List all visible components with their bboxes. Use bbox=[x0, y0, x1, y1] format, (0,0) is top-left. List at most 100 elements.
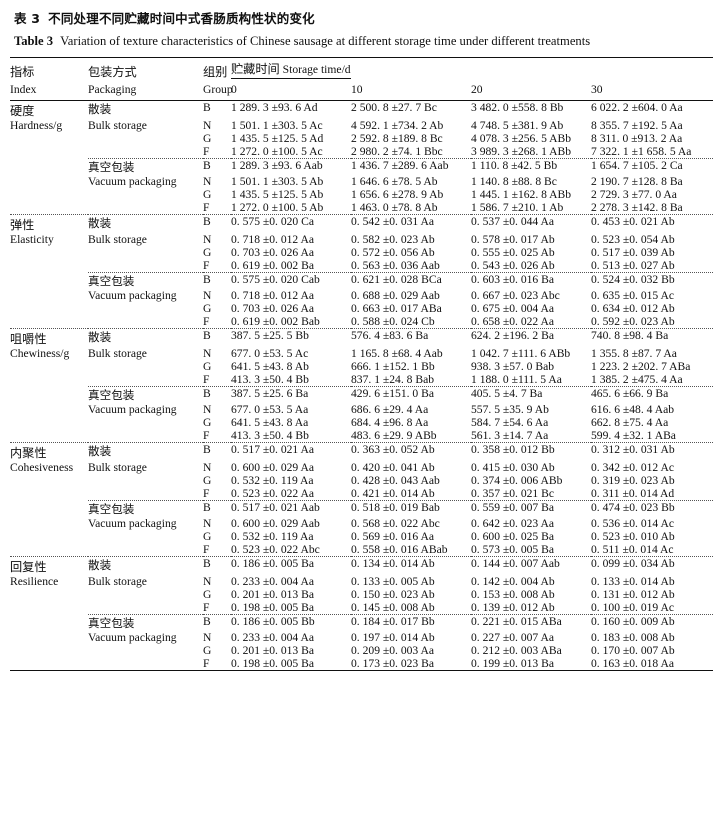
value-day-20: 0. 153 ±0. 008 Ab bbox=[471, 588, 555, 601]
packaging-label-empty bbox=[88, 132, 203, 145]
packaging-label-empty bbox=[88, 644, 203, 657]
group-label: F bbox=[203, 315, 210, 328]
index-label-cn: 咀嚼性 bbox=[10, 328, 88, 347]
table-row: 真空包装 B 1 289. 3 ±93. 6 Aab 1 436. 7 ±289. 6… bbox=[10, 158, 714, 176]
index-label-empty bbox=[10, 474, 88, 487]
index-label-cn: 硬度 bbox=[10, 100, 88, 119]
value-day-20: 0. 543 ±0. 026 Ab bbox=[471, 259, 555, 272]
packaging-label-cn: 散装 bbox=[88, 328, 203, 347]
index-label-empty bbox=[10, 159, 88, 176]
index-label-empty bbox=[10, 387, 88, 404]
value-day-10: 1 646. 6 ±78. 5 Ab bbox=[351, 175, 438, 188]
packaging-label-en: Vacuum packaging bbox=[88, 631, 177, 644]
packaging-label-empty bbox=[88, 487, 203, 501]
value-day-20: 0. 603 ±0. 016 Ba bbox=[471, 272, 591, 289]
value-day-10: 1 463. 0 ±78. 8 Ab bbox=[351, 201, 438, 214]
table-header-row-en: Index Packaging Group 0 10 20 30 bbox=[10, 81, 713, 101]
value-day-10: 0. 420 ±0. 041 Ab bbox=[351, 461, 435, 474]
index-label-en: Elasticity bbox=[10, 233, 54, 246]
value-day-20: 0. 357 ±0. 021 Bc bbox=[471, 487, 555, 500]
header-group-en: Group bbox=[203, 83, 233, 96]
value-day-20: 0. 600 ±0. 025 Ba bbox=[471, 530, 555, 543]
value-day-30: 465. 6 ±66. 9 Ba bbox=[591, 386, 714, 403]
value-day-10: 0. 688 ±0. 029 Aab bbox=[351, 289, 440, 302]
value-day-0: 0. 186 ±0. 005 Bb bbox=[231, 614, 351, 631]
group-label: B bbox=[203, 328, 231, 347]
table-row: F 1 272. 0 ±100. 5 Ab 1 463. 0 ±78. 8 Ab 1 … bbox=[10, 201, 713, 215]
group-label: N bbox=[203, 517, 212, 530]
value-day-0: 0. 600 ±0. 029 Aa bbox=[231, 461, 315, 474]
value-day-0: 0. 619 ±0. 002 Bab bbox=[231, 315, 320, 328]
value-day-10: 0. 150 ±0. 023 Ab bbox=[351, 588, 435, 601]
header-group-cn: 组别 bbox=[203, 57, 231, 81]
value-day-30: 0. 133 ±0. 014 Ab bbox=[591, 575, 675, 588]
value-day-0: 1 289. 3 ±93. 6 Aab bbox=[231, 158, 351, 175]
group-label: B bbox=[203, 272, 231, 289]
value-day-30: 0. 311 ±0. 014 Ad bbox=[591, 487, 675, 500]
index-label-empty bbox=[10, 615, 88, 632]
value-day-30: 0. 523 ±0. 054 Ab bbox=[591, 233, 675, 246]
table-row: G 641. 5 ±43. 8 Aa 684. 4 ±96. 8 Aa 584. 7 … bbox=[10, 416, 713, 429]
value-day-10: 0. 134 ±0. 014 Ab bbox=[351, 556, 471, 575]
caption-english-title: Variation of texture characteristics of … bbox=[60, 34, 591, 48]
table-row: G 0. 201 ±0. 013 Ba 0. 209 ±0. 003 Aa 0. 21… bbox=[10, 644, 713, 657]
value-day-30: 2 729. 3 ±77. 0 Aa bbox=[591, 188, 677, 201]
value-day-30: 0. 319 ±0. 023 Ab bbox=[591, 474, 675, 487]
value-day-30: 0. 163 ±0. 018 Aa bbox=[591, 657, 714, 671]
packaging-label-cn: 散装 bbox=[88, 214, 203, 233]
packaging-label-cn: 真空包装 bbox=[88, 386, 203, 403]
table-row: 真空包装 B 387. 5 ±25. 6 Ba 429. 6 ±151. 0 Ba 40… bbox=[10, 386, 714, 404]
value-day-30: 1 355. 8 ±87. 7 Aa bbox=[591, 347, 677, 360]
value-day-10: 0. 518 ±0. 019 Bab bbox=[351, 500, 471, 517]
table-row: G 641. 5 ±43. 8 Ab 666. 1 ±152. 1 Bb 938. 3… bbox=[10, 360, 713, 373]
packaging-label-empty bbox=[88, 145, 203, 159]
value-day-10: 666. 1 ±152. 1 Bb bbox=[351, 360, 435, 373]
packaging-label-en: Bulk storage bbox=[88, 347, 147, 360]
header-day-0: 0 bbox=[231, 83, 237, 96]
index-label-cn: 内聚性 bbox=[10, 442, 88, 461]
value-day-0: 677. 0 ±53. 5 Aa bbox=[231, 403, 309, 416]
value-day-10: 0. 173 ±0. 023 Ba bbox=[351, 657, 471, 671]
value-day-0: 641. 5 ±43. 8 Ab bbox=[231, 360, 309, 373]
table-row: F 0. 523 ±0. 022 Aa 0. 421 ±0. 014 Ab 0. 35… bbox=[10, 487, 713, 501]
packaging-label-empty bbox=[88, 302, 203, 315]
value-day-0: 0. 198 ±0. 005 Ba bbox=[231, 657, 351, 671]
header-day-10: 10 bbox=[351, 83, 363, 96]
value-day-20: 0. 675 ±0. 004 Aa bbox=[471, 302, 555, 315]
group-label: N bbox=[203, 233, 212, 246]
packaging-label-empty bbox=[88, 474, 203, 487]
caption-english: Table 3 Variation of texture characterist… bbox=[14, 34, 713, 49]
value-day-30: 616. 6 ±48. 4 Aab bbox=[591, 403, 675, 416]
caption-english-label: Table 3 bbox=[14, 34, 54, 48]
value-day-30: 0. 523 ±0. 010 Ab bbox=[591, 530, 675, 543]
header-storage-time: 贮藏时间 Storage time/d bbox=[231, 57, 714, 81]
table-row: G 0. 532 ±0. 119 Aa 0. 428 ±0. 043 Aab 0. 3… bbox=[10, 474, 713, 487]
value-day-0: 0. 703 ±0. 026 Aa bbox=[231, 302, 315, 315]
packaging-label-empty bbox=[88, 543, 203, 557]
packaging-label-empty bbox=[88, 588, 203, 601]
value-day-30: 8 355. 7 ±192. 5 Aa bbox=[591, 119, 683, 132]
value-day-0: 1 435. 5 ±125. 5 Ab bbox=[231, 188, 324, 201]
value-day-30: 0. 131 ±0. 012 Ab bbox=[591, 588, 675, 601]
index-label-empty bbox=[10, 188, 88, 201]
value-day-20: 4 078. 3 ±256. 5 ABb bbox=[471, 132, 572, 145]
table-row: Vacuum packaging N 1 501. 1 ±303. 5 Ab 1 64… bbox=[10, 175, 713, 188]
value-day-20: 0. 221 ±0. 015 ABa bbox=[471, 614, 591, 631]
packaging-label-en: Vacuum packaging bbox=[88, 175, 177, 188]
value-day-0: 0. 523 ±0. 022 Aa bbox=[231, 487, 315, 500]
group-label: F bbox=[203, 601, 210, 614]
value-day-20: 0. 573 ±0. 005 Ba bbox=[471, 543, 555, 556]
value-day-10: 0. 363 ±0. 052 Ab bbox=[351, 442, 471, 461]
value-day-10: 429. 6 ±151. 0 Ba bbox=[351, 386, 471, 403]
index-label-empty bbox=[10, 429, 88, 443]
table-row: G 0. 201 ±0. 013 Ba 0. 150 ±0. 023 Ab 0. 15… bbox=[10, 588, 713, 601]
value-day-30: 6 022. 2 ±604. 0 Aa bbox=[591, 100, 714, 119]
value-day-30: 662. 8 ±75. 4 Aa bbox=[591, 416, 669, 429]
value-day-10: 0. 569 ±0. 016 Aa bbox=[351, 530, 435, 543]
table-row: F 0. 619 ±0. 002 Ba 0. 563 ±0. 036 Aab 0. 5… bbox=[10, 259, 713, 273]
table-row: 内聚性 散装 B 0. 517 ±0. 021 Aa 0. 363 ±0. 052 Ab… bbox=[10, 442, 714, 461]
table-row: 咀嚼性 散装 B 387. 5 ±25. 5 Bb 576. 4 ±83. 6 Ba 62… bbox=[10, 328, 714, 347]
table-row: F 0. 523 ±0. 022 Abc 0. 558 ±0. 016 ABab 0.… bbox=[10, 543, 713, 557]
index-label-empty bbox=[10, 416, 88, 429]
